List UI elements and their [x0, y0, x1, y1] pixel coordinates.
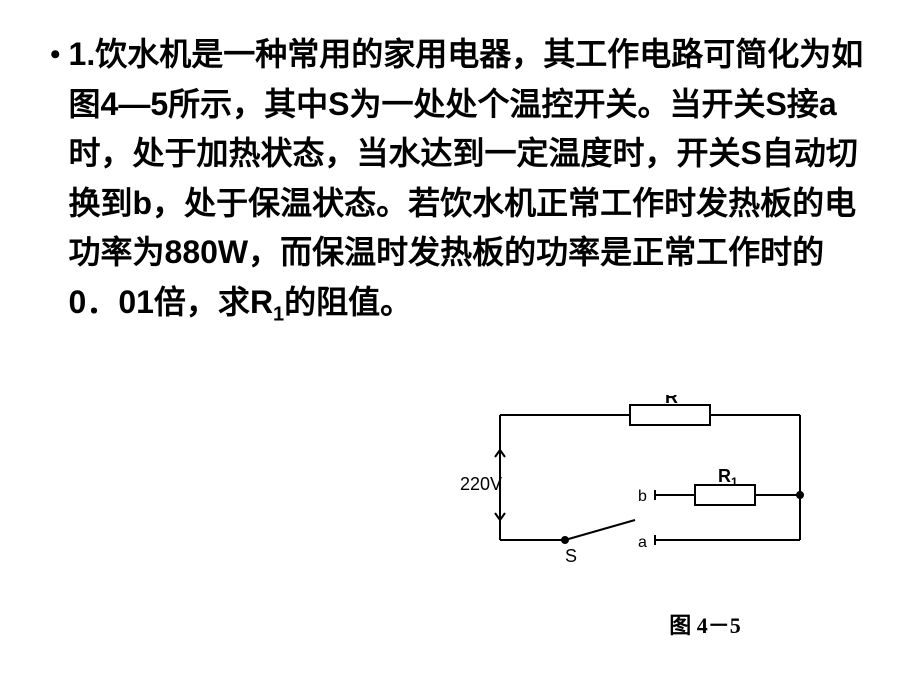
label-R1-R: R	[718, 466, 731, 486]
label-R: R	[665, 395, 678, 407]
figure-ref: 4—5	[101, 86, 169, 122]
problem-text: 1.饮水机是一种常用的家用电器，其工作电路可简化为如图4—5所示，其中S为一处处…	[69, 30, 870, 330]
sym-a: a	[819, 86, 837, 122]
sym-b: b	[133, 185, 153, 221]
circuit-diagram: R R1 220V S b a	[460, 395, 820, 585]
sym-r: R	[250, 284, 273, 320]
power-value: 880W	[165, 234, 249, 270]
text-p9: 倍，求	[154, 284, 250, 320]
label-switch: S	[565, 546, 577, 566]
text-p4: 接	[787, 86, 819, 122]
problem-content: • 1.饮水机是一种常用的家用电器，其工作电路可简化为如图4—5所示，其中S为一…	[0, 0, 920, 330]
text-p5: 时，处于加热状态，当水达到一定温度时，开关	[69, 135, 741, 171]
sym-r-sub: 1	[273, 303, 284, 325]
text-p8: ，而保温时发热板的功率是正常工作时的	[248, 234, 824, 270]
text-p3: 为一处处个温控开关。当开关	[349, 86, 765, 122]
sym-s3: S	[741, 135, 762, 171]
text-p10: 的阻值。	[284, 284, 412, 320]
ratio-value: 0．01	[69, 284, 154, 320]
sym-s2: S	[766, 86, 787, 122]
label-R1-sub: 1	[731, 475, 738, 489]
svg-text:R1: R1	[718, 466, 738, 489]
figure-label: 图 4－5	[560, 608, 850, 640]
bullet-marker: •	[50, 38, 61, 72]
label-voltage: 220V	[460, 474, 502, 494]
bullet-item: • 1.饮水机是一种常用的家用电器，其工作电路可简化为如图4—5所示，其中S为一…	[50, 30, 870, 330]
problem-number: 1.	[69, 36, 96, 72]
label-b: b	[638, 488, 647, 505]
circuit-diagram-area: R R1 220V S b a 图 4－5	[460, 395, 850, 645]
sym-s1: S	[328, 86, 349, 122]
text-p2: 所示，其中	[168, 86, 328, 122]
label-a: a	[638, 534, 647, 551]
